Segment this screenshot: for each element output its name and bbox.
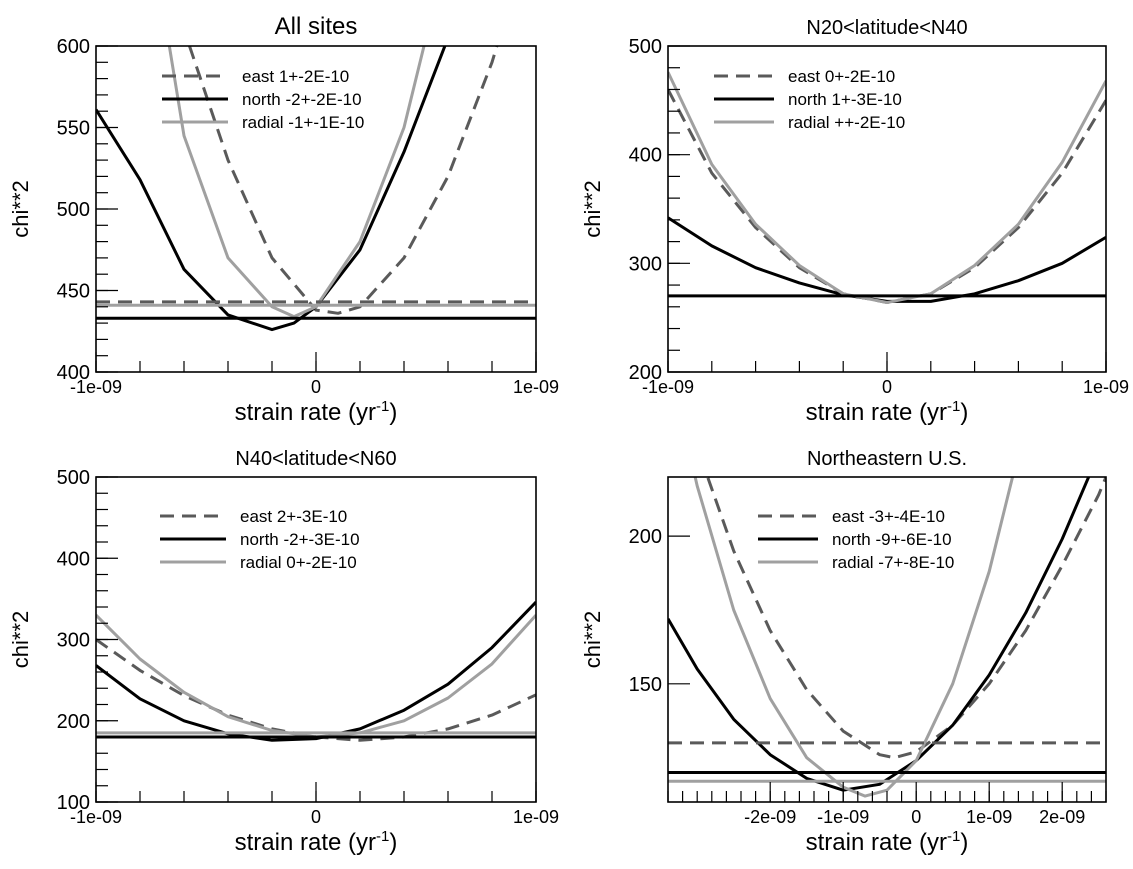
series-line-north	[668, 477, 1091, 792]
x-axis-label-superscript: -1	[376, 398, 389, 415]
y-axis-label: chi**2	[580, 180, 605, 237]
legend-label-north: north -2+-3E-10	[240, 530, 360, 549]
x-axis-label-superscript: -1	[947, 828, 960, 845]
legend-label-radial: radial -7+-8E-10	[832, 553, 954, 572]
x-axis-label: strain rate (yr-1)	[806, 828, 969, 856]
x-tick-label: -2e-09	[744, 807, 796, 827]
y-axis-label: chi**2	[8, 180, 33, 237]
series-line-radial	[96, 614, 536, 739]
legend-label-north: north 1+-3E-10	[788, 90, 902, 109]
x-tick-label: 0	[311, 807, 321, 827]
chart-panel-4: -2e-09 -1e-09 0 1e-09 2e-09 150 200 Northeaster…	[580, 448, 1107, 856]
y-tick-label: 500	[629, 36, 662, 58]
x-axis-label: strain rate (yr-1)	[235, 828, 398, 856]
x-tick-label: 1e-09	[513, 377, 559, 397]
series-line-radial	[167, 46, 426, 319]
series-line-north	[668, 216, 1106, 303]
y-tick-label: 400	[57, 548, 90, 570]
y-tick-label: 450	[57, 281, 90, 303]
legend: east 0+-2E-10 north 1+-3E-10 radial ++-2E-…	[714, 67, 905, 132]
y-tick-label: 300	[57, 630, 90, 652]
x-axis-label-text: strain rate (yr	[235, 829, 376, 856]
y-tick-label: 500	[57, 199, 90, 221]
x-tick-label: 1e-09	[966, 807, 1012, 827]
chart-panel-3: -1e-09 0 1e-09 100 200 300 400 500 N40<latitude<…	[8, 448, 559, 856]
legend-label-north: north -2+-2E-10	[242, 90, 362, 109]
y-tick-label: 150	[629, 674, 662, 696]
series-group	[668, 477, 1106, 798]
x-axis-label-tail: )	[389, 829, 397, 856]
x-axis-label: strain rate (yr-1)	[806, 398, 969, 426]
legend-label-east: east 2+-3E-10	[240, 507, 347, 526]
x-tick-label: 0	[311, 377, 321, 397]
series-line-east	[96, 638, 536, 742]
y-tick-label: 200	[57, 711, 90, 733]
x-axis-label-text: strain rate (yr	[806, 829, 947, 856]
x-tick-label: -1e-09	[70, 377, 122, 397]
series-line-north	[96, 601, 536, 742]
chart-title: N20<latitude<N40	[806, 17, 967, 39]
series-line-east	[187, 46, 499, 315]
x-axis-label-text: strain rate (yr	[806, 399, 947, 426]
legend: east 1+-2E-10 north -2+-2E-10 radial -1+-1…	[162, 67, 364, 132]
y-tick-label: 400	[629, 145, 662, 167]
series-line-radial	[693, 477, 1015, 798]
x-tick-label: -1e-09	[817, 807, 869, 827]
legend-label-east: east -3+-4E-10	[832, 507, 945, 526]
legend: east -3+-4E-10 north -9+-6E-10 radial -7+-…	[758, 507, 954, 572]
x-tick-label: -1e-09	[70, 807, 122, 827]
chart-title: N40<latitude<N60	[235, 448, 396, 470]
legend: east 2+-3E-10 north -2+-3E-10 radial 0+-2E…	[160, 507, 360, 572]
legend-label-north: north -9+-6E-10	[832, 530, 952, 549]
x-tick-label: 0	[911, 807, 921, 827]
y-tick-label: 200	[629, 526, 662, 548]
x-axis-label-tail: )	[960, 399, 968, 426]
x-axis-label-superscript: -1	[376, 828, 389, 845]
x-axis-label-tail: )	[960, 829, 968, 856]
legend-label-east: east 1+-2E-10	[242, 67, 349, 86]
chart-panel-1: -1e-09 0 1e-09 400 450 500 550 600 All sites stra…	[8, 13, 559, 426]
y-tick-label: 600	[57, 36, 90, 58]
series-line-north	[96, 46, 447, 332]
x-axis-label-text: strain rate (yr	[235, 399, 376, 426]
chart-title: All sites	[275, 13, 358, 40]
chart-title: Northeastern U.S.	[807, 448, 967, 470]
series-line-radial	[668, 71, 1106, 304]
y-tick-label: 500	[57, 467, 90, 489]
x-tick-label: 0	[882, 377, 892, 397]
series-line-east	[706, 477, 1106, 760]
x-tick-label: 2e-09	[1039, 807, 1085, 827]
y-tick-label: 200	[629, 362, 662, 384]
legend-label-radial: radial 0+-2E-10	[240, 553, 357, 572]
legend-label-radial: radial -1+-1E-10	[242, 113, 364, 132]
y-tick-label: 100	[57, 792, 90, 814]
x-tick-label: 1e-09	[513, 807, 559, 827]
y-tick-label: 550	[57, 118, 90, 140]
x-tick-label: -1e-09	[642, 377, 694, 397]
series-group	[668, 71, 1106, 304]
series-group	[96, 46, 536, 332]
legend-label-radial: radial ++-2E-10	[788, 113, 905, 132]
series-group	[96, 601, 536, 742]
chart-panel-2: -1e-09 0 1e-09 200 300 400 500 N20<latitude<N40…	[580, 17, 1129, 426]
legend-label-east: east 0+-2E-10	[788, 67, 895, 86]
y-axis-label: chi**2	[8, 611, 33, 668]
x-tick-label: 1e-09	[1083, 377, 1129, 397]
x-axis-label-tail: )	[389, 399, 397, 426]
y-tick-label: 300	[629, 253, 662, 275]
x-axis-label-superscript: -1	[947, 398, 960, 415]
y-tick-label: 400	[57, 362, 90, 384]
x-axis-label: strain rate (yr-1)	[235, 398, 398, 426]
y-axis-label: chi**2	[580, 611, 605, 668]
